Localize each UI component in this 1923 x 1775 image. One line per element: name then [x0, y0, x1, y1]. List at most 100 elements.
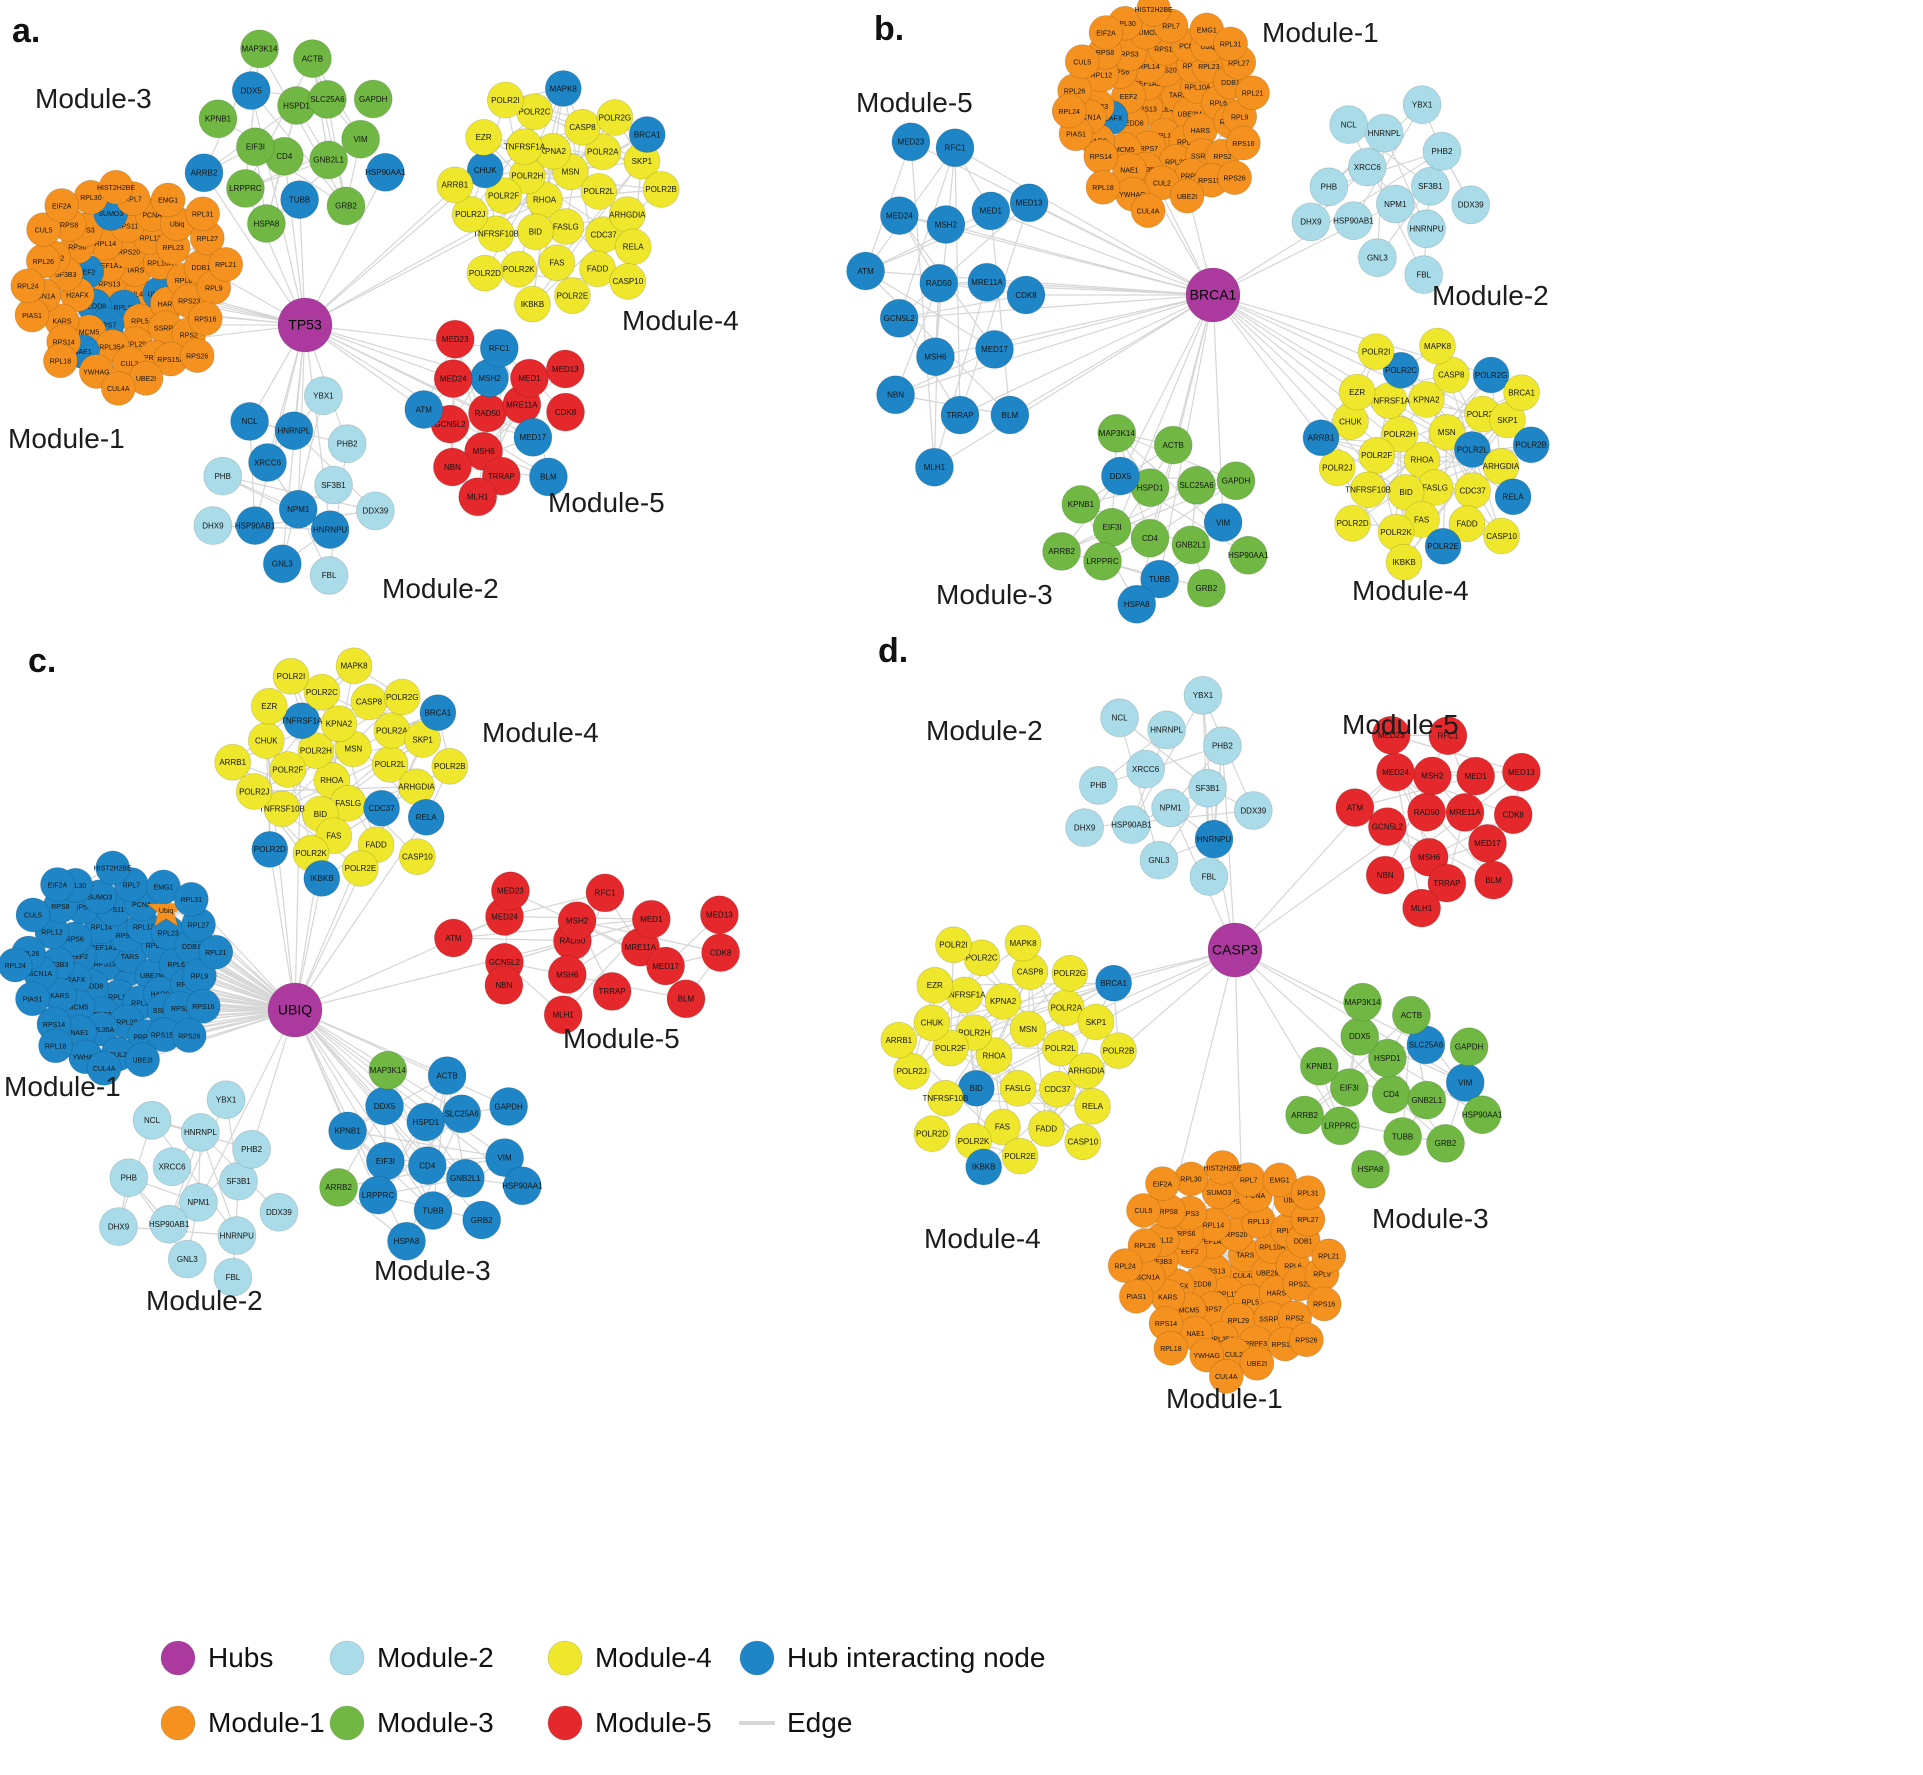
module3-node: [198, 99, 238, 139]
network-node-MED1: MED1: [631, 899, 671, 939]
module5-node: [1412, 756, 1452, 796]
legend-swatch-hub-interacting-node: [739, 1640, 775, 1676]
module3-node: [309, 140, 349, 180]
module1-node: [1107, 1248, 1143, 1283]
module3-node: [1187, 568, 1226, 608]
module5-node: [545, 349, 585, 389]
hub-interacting-node: [419, 694, 457, 731]
network-node-ACTB: ACTB: [292, 39, 332, 78]
module5-node: [547, 955, 587, 994]
module3-node: [1392, 995, 1431, 1035]
network-node-YBX1: YBX1: [303, 376, 343, 416]
hub-interacting-node: [1095, 964, 1132, 1002]
network-node-NCL: NCL: [132, 1100, 172, 1140]
module1-node: [1226, 125, 1261, 161]
network-node-HSPD1: HSPD1: [406, 1102, 446, 1142]
network-node-CDC37: CDC37: [363, 789, 401, 827]
hub-interacting-node: [1302, 419, 1340, 457]
module2-node: [1334, 201, 1373, 241]
network-node-EZR: EZR: [1338, 373, 1376, 411]
module4-node: [263, 790, 301, 828]
network-node-RELA: RELA: [407, 798, 445, 836]
hub-interacting-node: [915, 447, 954, 487]
hub-interacting-node: [406, 1102, 446, 1142]
module3-node: [353, 79, 393, 119]
module2-node: [1410, 166, 1450, 206]
hub-interacting-node: [926, 205, 966, 244]
network-node-RAD50: RAD50: [1407, 792, 1446, 832]
hub-interacting-node: [1382, 351, 1420, 389]
module-label-module4-d: Module-4: [924, 1223, 1041, 1254]
hub-interacting-node: [975, 329, 1014, 369]
network-node-HSP90AA1: HSP90AA1: [502, 1166, 543, 1206]
module2-node: [1358, 238, 1397, 278]
network-node-ARRB2: ARRB2: [184, 153, 224, 193]
hub-interacting-node: [846, 251, 885, 291]
panel-d: d. CUL4BRPS13TARSRPL11EEF1A1UBE2MNEDD8RPS…: [878, 632, 1541, 1414]
network-node-KPNA2: KPNA2: [320, 705, 358, 743]
module4-node: [1041, 1029, 1079, 1067]
module-label-module3-a: Module-3: [35, 83, 152, 114]
module1-node: [98, 169, 134, 205]
hub-edge: [994, 294, 1214, 350]
network-node-PHB2: PHB2: [1422, 131, 1462, 171]
legend-label-module-4: Module-4: [595, 1642, 712, 1673]
network-node-NBN: NBN: [484, 965, 524, 1005]
network-node-MRE11A: MRE11A: [1445, 793, 1485, 832]
hub-circle: [267, 982, 323, 1038]
legend-label-module-2: Module-2: [377, 1642, 494, 1673]
network-node-DHX9: DHX9: [193, 506, 233, 545]
panel-a: a.CUL4BRPS13TARSRPL11EEF1A1UBE2MNEDD8RPS…: [8, 12, 739, 604]
hub-edge: [197, 1009, 296, 1203]
hub-edge: [304, 172, 386, 326]
network-node-MED13: MED13: [700, 895, 739, 935]
panel-letter-b: b.: [874, 10, 904, 48]
network-node-MAP3K14: MAP3K14: [1343, 982, 1382, 1022]
legend-item-module-5: Module-5: [547, 1705, 712, 1741]
network-node-SLC25A6: SLC25A6: [1177, 465, 1216, 505]
network-node-NCL: NCL: [1100, 698, 1139, 738]
edge: [898, 147, 956, 319]
network-node-GRB2: GRB2: [1426, 1124, 1465, 1163]
network-node-NPM1: NPM1: [1151, 788, 1190, 828]
module1-node: [1205, 1150, 1240, 1185]
panel-letter-c: c.: [28, 642, 56, 680]
module4-node: [1408, 381, 1445, 418]
network-node-NCL: NCL: [1329, 105, 1369, 144]
module3-node: [1340, 1017, 1380, 1056]
network-node-CD4: CD4: [1130, 518, 1170, 558]
module1-node: [1130, 193, 1166, 229]
module4-node: [477, 215, 515, 253]
network-node-POLR2B: POLR2B: [1100, 1032, 1137, 1069]
module3-node: [1042, 532, 1081, 571]
module5-node: [1407, 792, 1446, 832]
module4-node: [932, 1029, 969, 1067]
module2-node: [1291, 202, 1331, 242]
network-node-MED17: MED17: [646, 946, 685, 986]
hub-interacting-node: [184, 153, 224, 193]
network-node-EZR: EZR: [250, 687, 288, 725]
hub-circle: [277, 297, 333, 353]
hub-edge: [304, 88, 564, 326]
hub-interacting-node: [919, 263, 959, 303]
module5-node: [484, 965, 524, 1005]
network-node-CASP8: CASP8: [564, 108, 601, 146]
module1-node: [1088, 15, 1124, 50]
edge: [432, 1075, 448, 1211]
network-node-DDX5: DDX5: [231, 71, 271, 110]
module5-node: [468, 393, 507, 433]
module1-node: [1126, 1193, 1161, 1228]
network-node-HSPA8: HSPA8: [1117, 584, 1157, 624]
network-node-HNRNPL: HNRNPL: [1147, 710, 1186, 750]
module3-node: [1130, 518, 1170, 558]
network-node-RPL24: RPL24: [0, 947, 33, 983]
network-node-ATM: ATM: [846, 251, 885, 291]
module5-node: [435, 319, 475, 359]
module1-node: [208, 246, 244, 282]
network-node-PIAS1: PIAS1: [14, 297, 50, 333]
network-node-YBX1: YBX1: [206, 1080, 246, 1120]
hub-interacting-node: [280, 180, 320, 220]
module1-node: [1153, 1330, 1189, 1366]
network-node-GRB2: GRB2: [462, 1200, 502, 1240]
network-node-BLM: BLM: [1474, 860, 1513, 900]
